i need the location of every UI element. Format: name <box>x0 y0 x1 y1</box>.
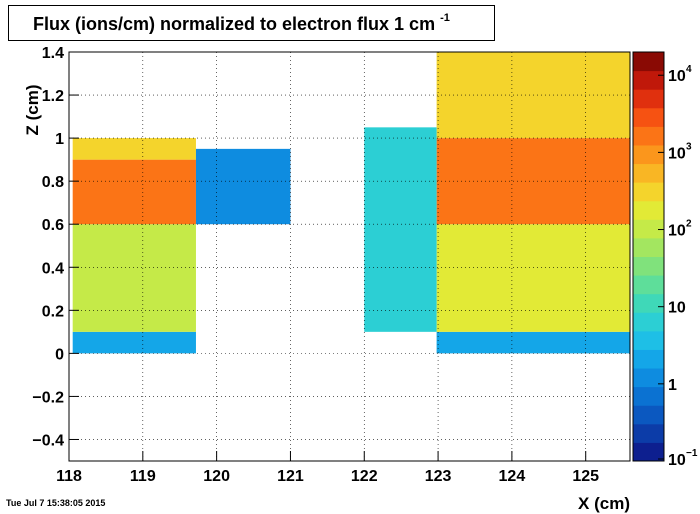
x-tick-label: 120 <box>203 468 230 485</box>
palette-label-exponent: 3 <box>686 141 692 152</box>
y-tick-label: 0.8 <box>42 174 64 191</box>
palette-label: 10 <box>668 145 686 162</box>
y-tick-label: 0.4 <box>42 260 64 277</box>
region-left-pad <box>72 138 196 354</box>
palette-label-exponent: −1 <box>686 448 698 459</box>
palette-swatch <box>633 126 664 146</box>
chart-title-main: Flux (ions/cm) normalized to electron fl… <box>33 14 436 34</box>
region-band <box>72 331 196 354</box>
y-tick-label: 1 <box>55 131 64 148</box>
y-tick-label: −0.4 <box>32 432 64 449</box>
x-tick-label: 119 <box>130 468 156 485</box>
y-tick-label: 1.4 <box>42 45 64 62</box>
region-band <box>436 224 630 332</box>
region-band <box>195 148 291 225</box>
x-tick-label: 125 <box>572 468 599 485</box>
x-axis: 118 119 120 121 122 123 124 125 <box>56 451 599 485</box>
palette-swatch <box>633 163 664 183</box>
palette-border <box>632 51 665 462</box>
region-right-pad <box>436 52 630 354</box>
palette-swatch <box>633 237 664 257</box>
y-axis: −0.4 −0.2 0 0.2 0.4 0.6 0.8 1 1.2 1.4 <box>32 45 79 449</box>
region-band <box>72 224 196 332</box>
palette-swatch <box>633 442 664 462</box>
region-band <box>364 127 437 332</box>
chart-title: Flux (ions/cm) normalized to electron fl… <box>33 12 450 35</box>
date-stamp: Tue Jul 7 15:38:05 2015 <box>6 498 106 508</box>
region-band <box>436 331 630 354</box>
region-band <box>72 138 196 160</box>
x-axis-title: X (cm) <box>578 494 630 513</box>
palette-label: 1 <box>668 377 677 394</box>
x-tick-label: 124 <box>499 468 526 485</box>
x-tick-label: 122 <box>351 468 378 485</box>
palette-label-exponent: 2 <box>686 219 692 230</box>
x-tick-label: 123 <box>425 468 452 485</box>
y-axis-title: Z (cm) <box>23 85 42 136</box>
palette-swatch <box>633 423 664 443</box>
y-tick-label: −0.2 <box>32 389 64 406</box>
palette-label: 10 <box>668 68 686 85</box>
palette-label: 10 <box>668 452 686 469</box>
palette-swatch <box>633 349 664 369</box>
palette-swatch <box>633 200 664 220</box>
palette-swatch <box>633 256 664 276</box>
palette-swatch <box>633 107 664 127</box>
plot-border <box>68 51 631 462</box>
palette-swatch <box>633 70 664 90</box>
y-tick-label: 0 <box>55 346 64 363</box>
palette-swatch <box>633 182 664 202</box>
region-mid-strip <box>195 148 291 225</box>
palette-label: 10 <box>668 223 686 240</box>
x-tick-label: 121 <box>277 468 304 485</box>
chart-title-exponent: -1 <box>440 12 450 24</box>
y-tick-label: 1.2 <box>42 88 64 105</box>
palette-swatch <box>633 219 664 239</box>
title-box: Flux (ions/cm) normalized to electron fl… <box>8 5 495 41</box>
region-center-column <box>364 127 437 332</box>
x-tick-label: 118 <box>56 468 82 485</box>
palette-swatch <box>633 330 664 350</box>
palette-swatch <box>633 52 664 72</box>
palette-swatch <box>633 312 664 332</box>
palette-swatch <box>633 405 664 425</box>
palette-label-exponent: 4 <box>686 64 692 75</box>
palette-swatch <box>633 386 664 406</box>
y-tick-label: 0.6 <box>42 217 64 234</box>
palette-swatch <box>633 144 664 165</box>
y-tick-label: 0.2 <box>42 303 64 320</box>
palette-swatch <box>633 275 664 295</box>
palette-label: 10 <box>668 300 686 317</box>
palette-swatch <box>633 368 664 388</box>
palette-swatch <box>633 89 664 109</box>
palette-swatch <box>633 293 664 313</box>
region-band <box>72 159 196 225</box>
